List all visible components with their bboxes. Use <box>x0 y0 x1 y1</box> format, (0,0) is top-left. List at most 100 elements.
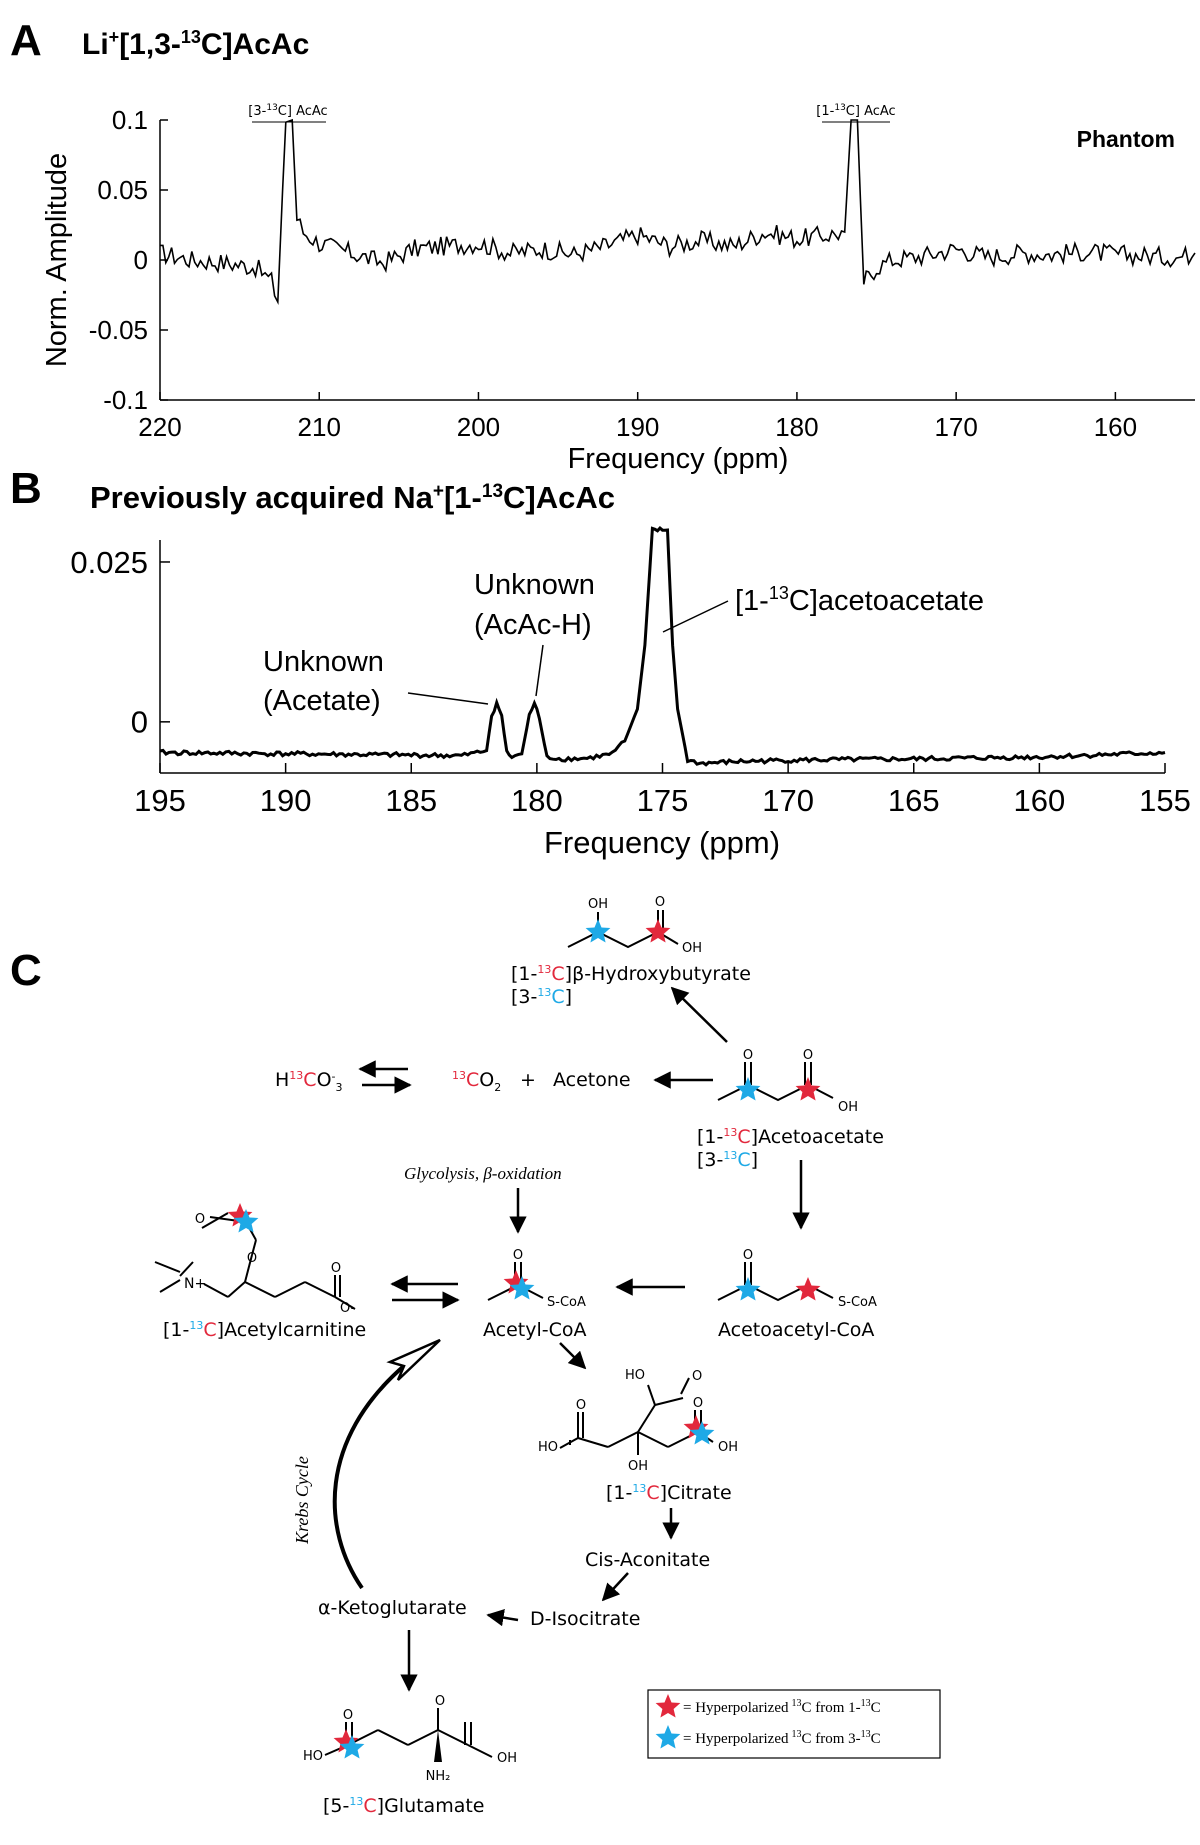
acetylcarnitine-label: [1-13C]Acetylcarnitine <box>163 1319 366 1341</box>
arrow-acetylcoa-to-citrate <box>559 1342 587 1370</box>
svg-text:O: O <box>435 1694 445 1709</box>
svg-text:S-CoA: S-CoA <box>838 1295 877 1310</box>
y-tick-label: 0.05 <box>97 175 148 205</box>
svg-text:(AcAc-H): (AcAc-H) <box>474 609 592 641</box>
acacoa-blue-star-icon <box>735 1277 761 1301</box>
svg-text:OH: OH <box>588 897 608 912</box>
svg-text:O: O <box>743 1248 753 1263</box>
y-tick-label: -0.05 <box>89 315 148 345</box>
co2-label: 13CO2 <box>452 1069 501 1094</box>
panel-a-xlabel: Frequency (ppm) <box>568 443 789 475</box>
acacoa-red-star-icon <box>795 1277 821 1301</box>
panel-b-ticks: 195 190 185 180 175 170 165 160 155 0.025 0 <box>70 545 1190 818</box>
bhb-label-3: [3-13C] <box>511 986 572 1008</box>
acac-blue-star-icon <box>735 1077 761 1101</box>
y-tick-label: 0 <box>131 705 148 740</box>
svg-text:OH: OH <box>682 941 702 956</box>
svg-text:O: O <box>743 1048 753 1063</box>
panel-a-legend-phantom: Phantom <box>1077 126 1175 152</box>
svg-text:[1-13C] AcAc: [1-13C] AcAc <box>816 103 895 119</box>
panel-b-letter: B <box>10 464 42 513</box>
bhb-red-star-icon <box>645 919 671 943</box>
panel-b-annotation-acac-h: Unknown (AcAc-H) <box>474 569 595 697</box>
y-tick-label: 0.1 <box>112 105 148 135</box>
x-tick-label: 180 <box>775 412 818 442</box>
svg-text:HO: HO <box>538 1440 558 1455</box>
svg-text:O: O <box>576 1398 586 1413</box>
svg-text:Unknown: Unknown <box>263 646 384 678</box>
x-tick-label: 220 <box>138 412 181 442</box>
acac-label-3: [3-13C] <box>697 1149 758 1171</box>
svg-text:O: O <box>803 1048 813 1063</box>
legend-box <box>647 1689 941 1759</box>
acacoa-label: Acetoacetyl-CoA <box>718 1319 874 1341</box>
svg-text:NH₂: NH₂ <box>426 1769 451 1784</box>
svg-text:(Acetate): (Acetate) <box>263 685 381 717</box>
svg-text:OH: OH <box>628 1459 648 1474</box>
panel-a-ticks: 220 210 200 190 180 170 160 0.1 0.05 0 -0.05 -0.1 <box>89 105 1137 442</box>
x-tick-label: 185 <box>385 783 437 818</box>
x-tick-label: 200 <box>457 412 500 442</box>
acac-structure <box>717 1062 834 1102</box>
svg-text:O: O <box>692 1369 702 1384</box>
panel-a-letter: A <box>10 16 42 65</box>
arrow-isocitrate-to-akg <box>486 1608 519 1627</box>
svg-text:O-: O- <box>340 1301 356 1316</box>
bhb-blue-star-icon <box>585 919 611 943</box>
legend-red-text: = Hyperpolarized 13C from 1-13C <box>683 1698 881 1716</box>
svg-text:HO: HO <box>625 1368 645 1383</box>
svg-text:OH: OH <box>718 1440 738 1455</box>
acetone-label: Acetone <box>553 1069 631 1091</box>
panel-b-annotation-acetate: Unknown (Acetate) <box>263 646 489 717</box>
panel-a-peak-label-right: [1-13C] AcAc <box>816 103 896 123</box>
plus-sign: + <box>520 1069 536 1091</box>
acac-red-star-icon <box>795 1077 821 1101</box>
isocitrate-label: D-Isocitrate <box>530 1608 640 1630</box>
panel-b-title: Previously acquired Na+[1-13C]AcAc <box>90 480 615 515</box>
glutamate-wedge <box>434 1730 442 1762</box>
akg-label: α-Ketoglutarate <box>318 1597 467 1619</box>
panel-b-spectrum-line <box>159 526 1166 767</box>
svg-text:Unknown: Unknown <box>474 569 595 601</box>
svg-text:O: O <box>513 1248 523 1263</box>
glutamate-label: [5-13C]Glutamate <box>323 1795 485 1817</box>
svg-text:S-CoA: S-CoA <box>547 1295 586 1310</box>
acetylcoa-label: Acetyl-CoA <box>483 1319 587 1341</box>
x-tick-label: 155 <box>1139 783 1191 818</box>
x-tick-label: 190 <box>260 783 312 818</box>
acetylcarnitine-structure <box>154 1212 356 1310</box>
y-tick-label: 0 <box>134 245 148 275</box>
bhb-label: [1-13C]β-Hydroxybutyrate <box>511 963 751 985</box>
y-tick-label: -0.1 <box>103 385 148 415</box>
svg-text:HO: HO <box>303 1749 323 1764</box>
panel-a-ylabel: Norm. Amplitude <box>41 153 73 367</box>
arrow-acac-to-bhb <box>670 986 728 1043</box>
x-tick-label: 210 <box>298 412 341 442</box>
svg-text:[3-13C] AcAc: [3-13C] AcAc <box>248 103 327 119</box>
panel-a-spectrum-line <box>160 118 1196 306</box>
x-tick-label: 180 <box>511 783 563 818</box>
x-tick-label: 165 <box>888 783 940 818</box>
glutamate-structure <box>324 1708 493 1758</box>
svg-text:O: O <box>343 1708 353 1723</box>
svg-text:O: O <box>655 895 665 910</box>
panel-b-xlabel: Frequency (ppm) <box>544 825 780 860</box>
acacoa-structure <box>717 1262 834 1302</box>
y-tick-label: 0.025 <box>70 545 148 580</box>
x-tick-label: 160 <box>1014 783 1066 818</box>
x-tick-label: 175 <box>637 783 689 818</box>
x-tick-label: 170 <box>934 412 977 442</box>
arrow-cisaconitate-to-isocitrate <box>601 1572 629 1602</box>
citrate-label: [1-13C]Citrate <box>606 1482 732 1504</box>
krebs-cycle-arc <box>332 1363 407 1590</box>
x-tick-label: 190 <box>616 412 659 442</box>
x-tick-label: 160 <box>1094 412 1137 442</box>
svg-text:O: O <box>195 1212 205 1227</box>
x-tick-label: 170 <box>762 783 814 818</box>
x-tick-label: 195 <box>134 783 186 818</box>
svg-text:O: O <box>693 1396 703 1411</box>
panel-c-letter: C <box>10 946 42 995</box>
bicarbonate-label: H13CO-3 <box>275 1069 343 1094</box>
legend-blue-text: = Hyperpolarized 13C from 3-13C <box>683 1729 881 1747</box>
